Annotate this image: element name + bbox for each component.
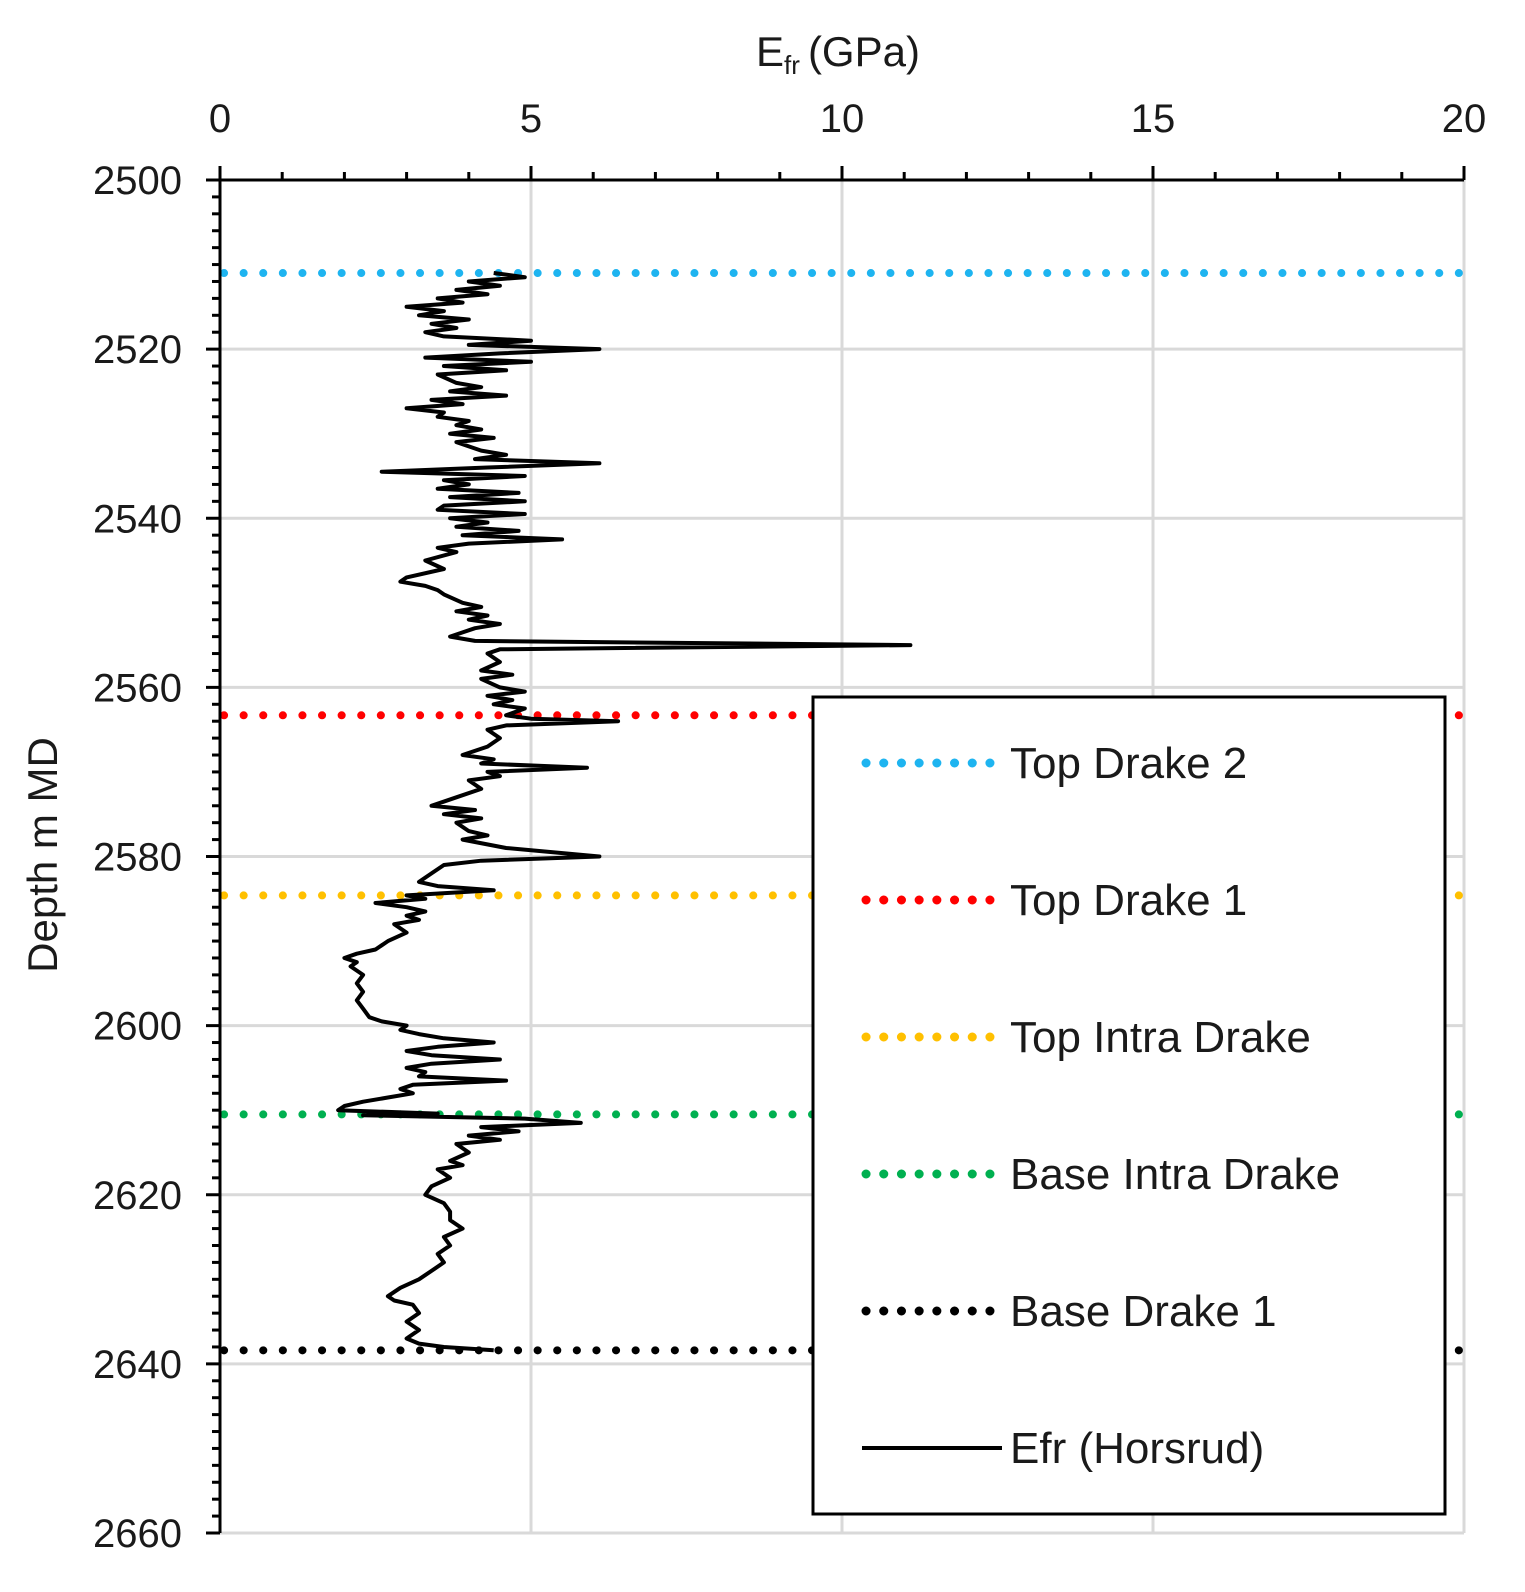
series: [336, 271, 913, 1353]
legend-box: [811, 695, 1447, 1516]
x-tick-label: 0: [209, 97, 231, 141]
legend-label: Base Drake 1: [1010, 1287, 1277, 1336]
legend-label: Efr (Horsrud): [1010, 1424, 1264, 1473]
y-tick-label: 2600: [93, 1005, 182, 1049]
x-tick-label: 5: [520, 97, 542, 141]
legend: Top Drake 2 Top Drake 1 Top Intra Drake Bas…: [811, 695, 1447, 1516]
y-axis-title: Depth m MD: [19, 737, 66, 973]
legend-label: Top Intra Drake: [1010, 1013, 1311, 1062]
y-tick-label: 2500: [93, 159, 182, 203]
x-tick-label: 20: [1442, 97, 1487, 141]
y-tick-label: 2560: [93, 666, 182, 710]
x-axis-title: Efr (GPa): [756, 28, 920, 80]
legend-label: Base Intra Drake: [1010, 1150, 1340, 1199]
y-tick-label: 2540: [93, 497, 182, 541]
y-tick-label: 2520: [93, 328, 182, 372]
y-tick-label: 2660: [93, 1512, 182, 1556]
axes: 0 5 10 15 20 2500 2520 2540 2560 2580 2600 2620 2640…: [93, 97, 1486, 1556]
y-tick-label: 2580: [93, 836, 182, 880]
x-tick-label: 15: [1131, 97, 1176, 141]
series-line: [336, 271, 913, 1353]
y-tick-label: 2620: [93, 1174, 182, 1218]
legend-label: Top Drake 2: [1010, 739, 1247, 788]
legend-label: Top Drake 1: [1010, 876, 1247, 925]
x-tick-label: 10: [820, 97, 865, 141]
y-tick-label: 2640: [93, 1343, 182, 1387]
